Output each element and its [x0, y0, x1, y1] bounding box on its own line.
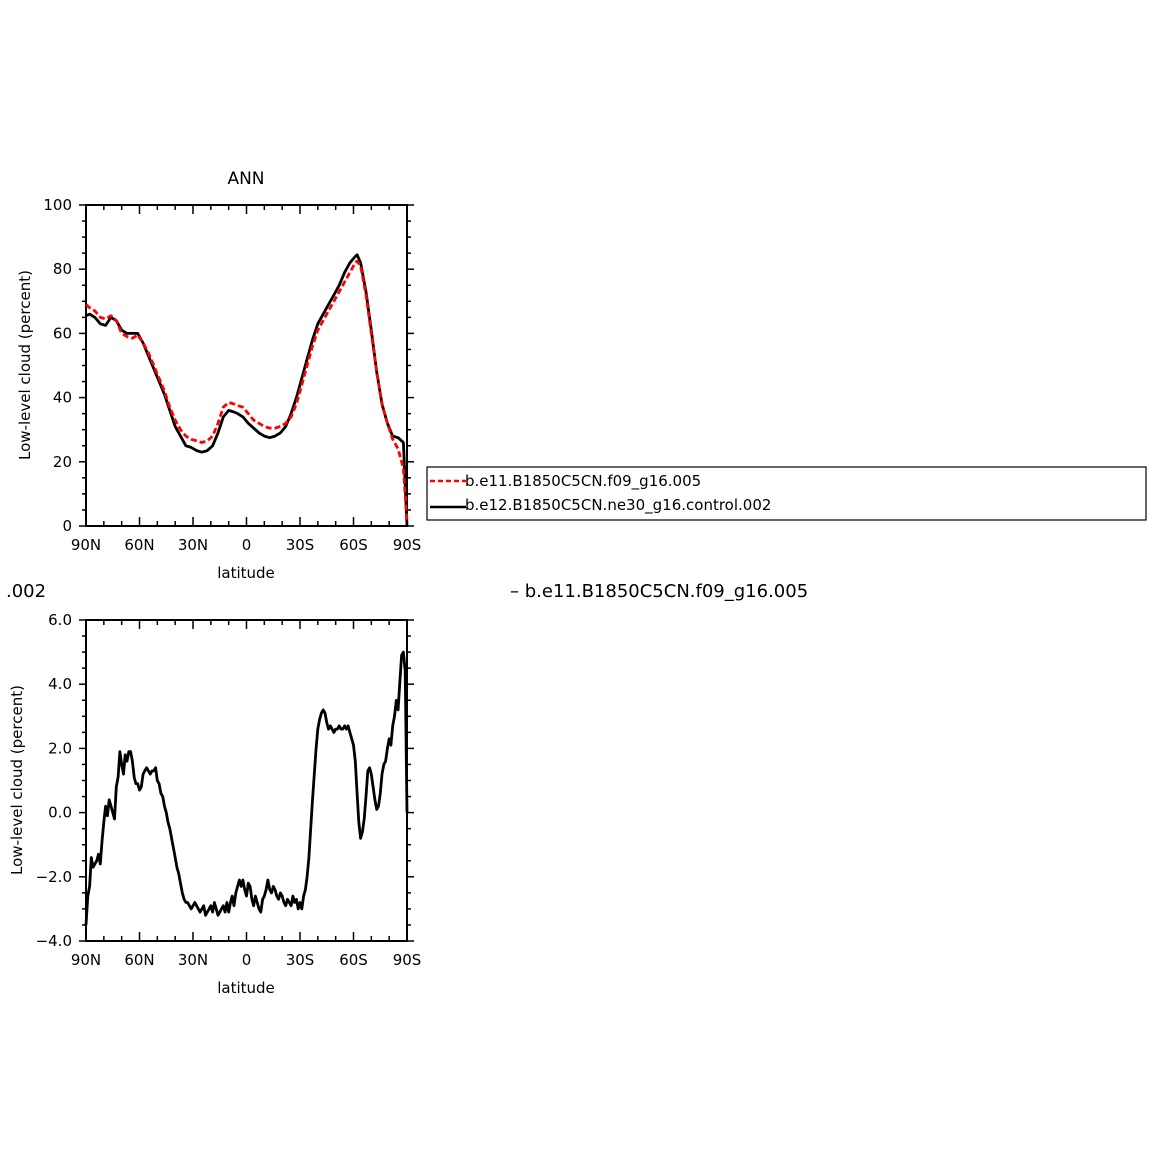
- panel1-ylabel: Low-level cloud (percent): [16, 270, 34, 460]
- x-tick-label: 60N: [124, 951, 154, 969]
- legend-label-series-1: b.e11.B1850C5CN.f09_g16.005: [465, 472, 701, 491]
- x-tick-label: 30N: [178, 951, 208, 969]
- x-tick-label: 60S: [339, 951, 368, 969]
- x-tick-label: 0: [242, 536, 252, 554]
- panel2-ticks: 90N 60N 30N 0 30S 60S 90S −4.0 −2.0 0.0 2.0 4.0 6.0: [36, 611, 422, 969]
- x-tick-label: 60N: [124, 536, 154, 554]
- y-tick-label: 40: [53, 389, 72, 407]
- panel2-subtitle: – b.e11.B1850C5CN.f09_g16.005: [510, 581, 808, 602]
- y-tick-label: 4.0: [48, 675, 72, 693]
- y-tick-label: 20: [53, 453, 72, 471]
- x-tick-label: 90S: [393, 951, 422, 969]
- panel2-ylabel: Low-level cloud (percent): [8, 685, 26, 875]
- y-tick-label: 0.0: [48, 804, 72, 822]
- x-tick-label: 0: [242, 951, 252, 969]
- x-tick-label: 30S: [286, 951, 315, 969]
- y-tick-label: 2.0: [48, 739, 72, 757]
- y-tick-label: 60: [53, 324, 72, 342]
- y-tick-label: 6.0: [48, 611, 72, 629]
- x-tick-label: 30N: [178, 536, 208, 554]
- y-tick-label: −4.0: [36, 932, 72, 950]
- panel1-xlabel: latitude: [217, 564, 275, 582]
- series-line-2: [85, 259, 409, 523]
- x-tick-label: 30S: [286, 536, 315, 554]
- x-tick-label: 90N: [71, 536, 101, 554]
- legend-box: [426, 466, 1147, 521]
- legend-label-series-2: b.e12.B1850C5CN.ne30_g16.control.002: [465, 496, 771, 515]
- panel2-xlabel: latitude: [217, 979, 275, 997]
- x-tick-label: 90S: [393, 536, 422, 554]
- panel1-title: ANN: [227, 169, 264, 189]
- panel2-title: .002: [6, 581, 46, 602]
- annual-mean-panel: ANN 90N 60N 30N 0 30S 60S 90S 0 20 40 60 80 100 lati…: [16, 169, 421, 582]
- panel1-frame: [85, 204, 408, 527]
- series-line-1: [85, 253, 409, 527]
- series-line-1: [84, 650, 409, 926]
- x-tick-label: 60S: [339, 536, 368, 554]
- y-tick-label: 0: [62, 517, 72, 535]
- x-tick-label: 90N: [71, 951, 101, 969]
- y-tick-label: −2.0: [36, 868, 72, 886]
- panel2-series: [84, 650, 409, 926]
- difference-panel: .002 – b.e11.B1850C5CN.f09_g16.005 90N 60…: [6, 581, 808, 997]
- y-tick-label: 100: [43, 196, 72, 214]
- panel1-series: [85, 253, 409, 527]
- y-tick-label: 80: [53, 260, 72, 278]
- panel1-ticks: 90N 60N 30N 0 30S 60S 90S 0 20 40 60 80 100: [43, 196, 421, 554]
- legend: b.e11.B1850C5CN.f09_g16.005 b.e12.B1850C…: [426, 466, 1147, 521]
